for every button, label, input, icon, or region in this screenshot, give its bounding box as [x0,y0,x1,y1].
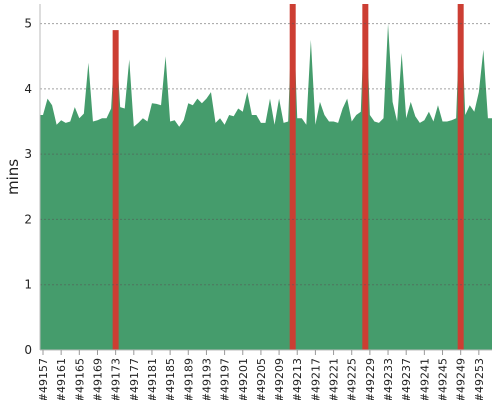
x-tick-label: #49245 [437,358,450,400]
y-tick-label: 1 [24,278,32,292]
x-tick-label: #49229 [364,358,377,400]
x-tick-label: #49173 [110,358,123,400]
y-tick-label: 5 [24,17,32,31]
x-tick-label: #49249 [455,358,468,400]
y-tick-label: 4 [24,82,32,96]
y-axis-label: mins [4,159,22,195]
x-tick-label: #49237 [400,358,413,400]
y-tick-label: 2 [24,212,32,226]
x-tick-label: #49209 [273,358,286,400]
y-tick-label: 3 [24,147,32,161]
x-tick-label: #49253 [473,358,486,400]
bar [362,4,369,350]
x-tick-label: #49225 [346,358,359,400]
x-tick-label: #49201 [237,358,250,400]
y-tick-label: 0 [24,343,32,357]
x-tick-label: #49233 [382,358,395,400]
bar [289,4,296,350]
x-tick-label: #49205 [255,358,268,400]
x-tick-label: #49221 [328,358,341,400]
bar [457,4,464,350]
x-tick-label: #49189 [182,358,195,400]
x-tick-label: #49241 [418,358,431,400]
x-tick-label: #49181 [146,358,159,400]
x-tick-label: #49165 [73,358,86,400]
x-tick-label: #49193 [200,358,213,400]
x-tick-label: #49157 [37,358,50,400]
x-tick-label: #49185 [164,358,177,400]
x-tick-label: #49169 [91,358,104,400]
x-tick-label: #49213 [291,358,304,400]
x-tick-label: #49161 [55,358,68,400]
x-tick-label: #49217 [309,358,322,400]
x-tick-label: #49177 [128,358,141,400]
x-tick-label: #49197 [219,358,232,400]
area [40,4,492,350]
plot-area [40,4,492,350]
bar [112,30,119,350]
